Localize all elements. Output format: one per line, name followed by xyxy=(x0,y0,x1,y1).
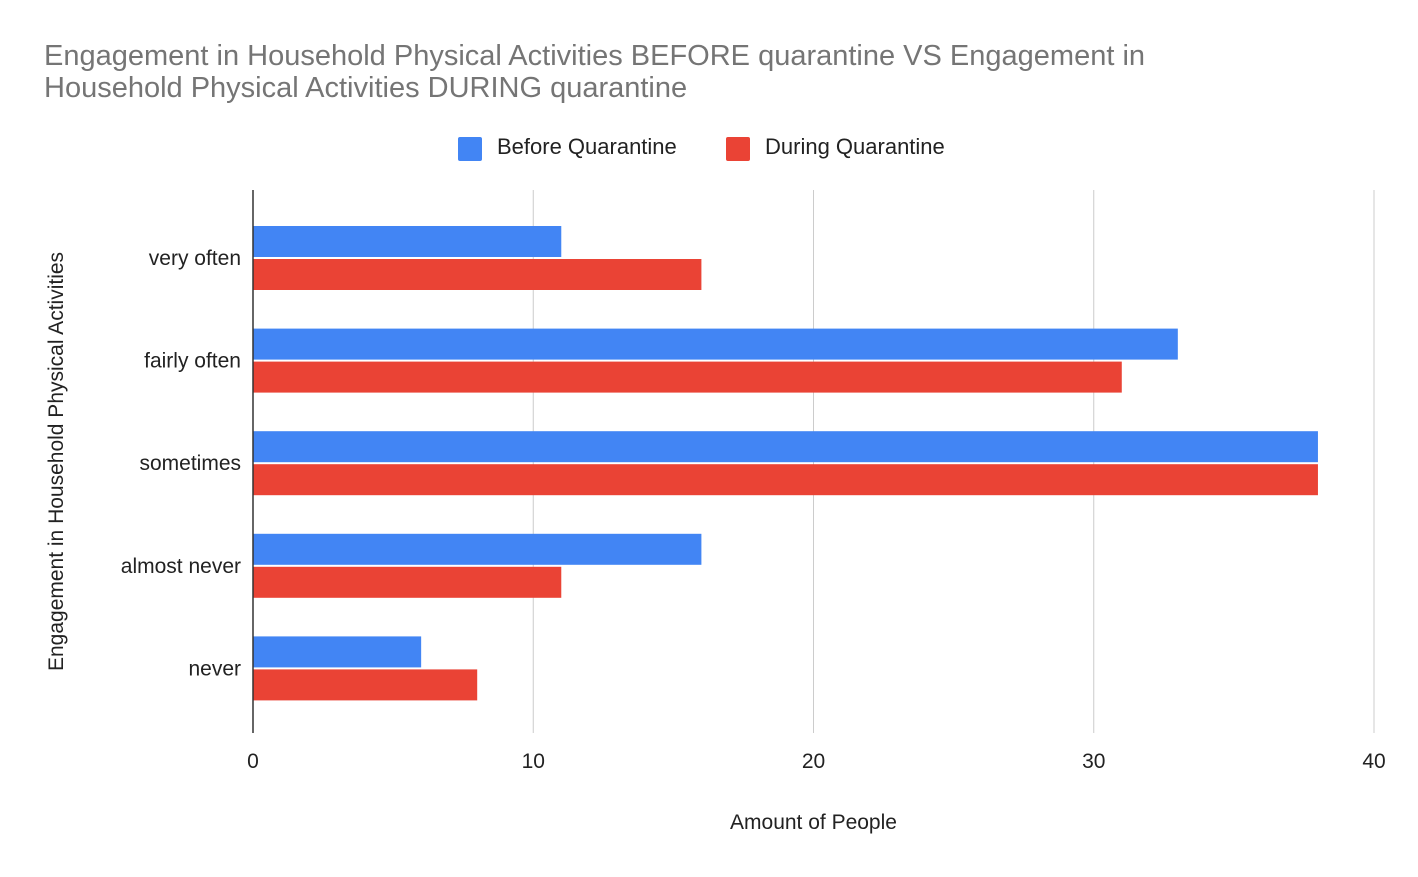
x-axis-title: Amount of People xyxy=(730,811,897,834)
bar-during-sometimes xyxy=(253,464,1318,496)
legend-label-before: Before Quarantine xyxy=(497,134,677,159)
legend-swatch-during xyxy=(726,137,750,161)
x-tick-label: 30 xyxy=(1082,750,1105,773)
x-tick-label: 40 xyxy=(1362,750,1385,773)
bar-before-very-often xyxy=(253,226,562,257)
y-category-label: sometimes xyxy=(139,452,241,475)
y-category-label: never xyxy=(188,657,241,680)
x-tick-label: 0 xyxy=(247,750,259,773)
legend-label-during: During Quarantine xyxy=(765,134,945,159)
bar-during-fairly-often xyxy=(253,361,1122,393)
bar-during-never xyxy=(253,669,478,701)
y-axis-title: Engagement in Household Physical Activit… xyxy=(45,252,68,671)
bar-during-very-often xyxy=(253,259,702,290)
chart-title-line-1: Engagement in Household Physical Activit… xyxy=(44,40,1146,72)
y-category-label: almost never xyxy=(121,555,241,578)
y-category-label: very often xyxy=(149,247,241,270)
x-tick-label: 20 xyxy=(802,750,825,773)
bar-during-almost-never xyxy=(253,566,562,598)
chart-title-line-2: Household Physical Activities DURING qua… xyxy=(44,72,688,104)
legend-swatch-before xyxy=(458,137,482,161)
bar-before-never xyxy=(253,636,422,668)
bar-before-sometimes xyxy=(253,431,1318,463)
y-category-label: fairly often xyxy=(144,350,241,373)
x-tick-label: 10 xyxy=(522,750,545,773)
bar-before-almost-never xyxy=(253,533,702,565)
bar-before-fairly-often xyxy=(253,328,1178,360)
